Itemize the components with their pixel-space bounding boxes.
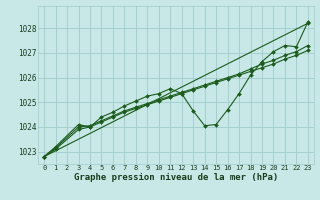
X-axis label: Graphe pression niveau de la mer (hPa): Graphe pression niveau de la mer (hPa) bbox=[74, 173, 278, 182]
